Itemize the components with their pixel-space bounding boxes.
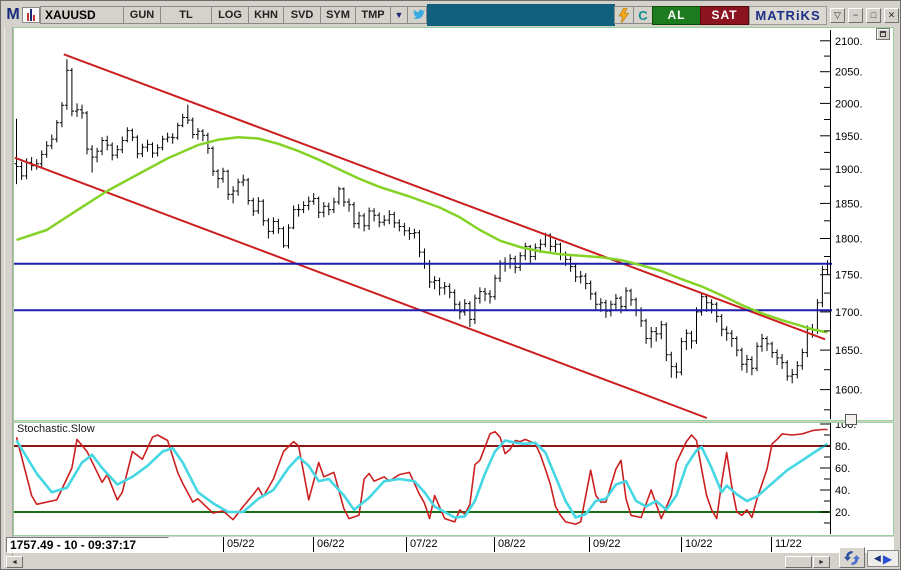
price-chart-canvas[interactable]: 1600. 1650. 1700. 1750. 1800. 1850. 1900. 1950.…	[14, 28, 893, 420]
minimize-button[interactable]: −	[848, 7, 863, 23]
svg-text:80.: 80.	[835, 441, 850, 453]
svg-text:2100.: 2100.	[835, 36, 863, 48]
buy-button[interactable]: AL	[652, 5, 701, 25]
svg-text:1950.: 1950.	[835, 131, 863, 143]
x-axis-month-label: 10/22	[685, 538, 713, 550]
left-dock-strip[interactable]	[4, 27, 13, 567]
x-axis-month-tick	[406, 537, 407, 552]
toolbar-button-svd[interactable]: SVD	[283, 6, 321, 24]
indicator-label: Stochastic.Slow	[17, 423, 95, 435]
nav-right-icon[interactable]: ▶	[882, 551, 893, 566]
x-axis-month-tick	[223, 537, 224, 552]
x-axis-month-label: 11/22	[775, 538, 802, 550]
x-axis-month-tick	[494, 537, 495, 552]
panel-splitter-handle[interactable]	[845, 414, 857, 425]
sell-button[interactable]: SAT	[700, 5, 749, 25]
matriks-swirl-logo-button[interactable]	[839, 547, 865, 568]
x-axis-month-tick	[313, 537, 314, 552]
window-dropdown-button[interactable]: ▽	[830, 7, 845, 23]
close-button[interactable]: ✕	[884, 7, 899, 23]
lightning-icon[interactable]	[614, 6, 634, 24]
chart-nav-arrows: ◀ ▶	[867, 550, 899, 567]
scrollbar-thumb[interactable]	[785, 556, 812, 568]
toolbar-button-gun[interactable]: GUN	[123, 6, 161, 24]
toolbar-button-tl[interactable]: TL	[160, 6, 212, 24]
stochastic-canvas[interactable]: 20.40.60.80.100.	[14, 419, 893, 535]
x-axis-month-tick	[771, 537, 772, 552]
svg-text:1900.: 1900.	[835, 164, 863, 176]
titlebar-spacer-strip	[427, 4, 615, 26]
price-chart-panel[interactable]: 1600. 1650. 1700. 1750. 1800. 1850. 1900. 1950.…	[13, 27, 894, 421]
x-axis-month-tick	[681, 537, 682, 552]
chevron-down-icon[interactable]: ▼	[390, 6, 408, 24]
x-axis-month-label: 07/22	[410, 538, 438, 550]
svg-text:2050.: 2050.	[835, 67, 863, 79]
svg-text:1700.: 1700.	[835, 307, 863, 319]
panel-maximize-button[interactable]	[876, 28, 890, 40]
svg-text:20.: 20.	[835, 507, 850, 519]
toolbar-button-tmp[interactable]: TMP	[355, 6, 391, 24]
scrollbar-right-arrow[interactable]: ►	[813, 556, 830, 568]
x-axis-month-tick	[589, 537, 590, 552]
x-axis-date-bar: 05/22 06/22 07/22 08/22 09/22 10/22 11/22	[13, 537, 894, 553]
app-logo-m: M	[6, 6, 20, 23]
refresh-icon[interactable]: C	[633, 6, 653, 24]
svg-text:1650.: 1650.	[835, 345, 863, 357]
stochastic-panel[interactable]: Stochastic.Slow 20. 40. 60. 80. 100.	[13, 419, 894, 536]
svg-text:1800.: 1800.	[835, 234, 863, 246]
svg-text:1750.: 1750.	[835, 270, 863, 282]
svg-text:2000.: 2000.	[835, 98, 863, 110]
swirl-icon	[844, 550, 860, 565]
x-axis-month-label: 05/22	[227, 538, 255, 550]
x-axis-month-label: 08/22	[498, 538, 526, 550]
toolbar-button-sym[interactable]: SYM	[320, 6, 356, 24]
symbol-field[interactable]: XAUUSD	[40, 6, 124, 24]
toolbar-button-khn[interactable]: KHN	[248, 6, 284, 24]
x-axis-month-label: 06/22	[317, 538, 345, 550]
nav-left-icon[interactable]: ◀	[873, 553, 881, 563]
x-axis-month-label: 09/22	[593, 538, 621, 550]
svg-text:60.: 60.	[835, 463, 850, 475]
svg-text:40.: 40.	[835, 485, 850, 497]
twitter-icon[interactable]	[407, 6, 427, 24]
scrollbar-left-arrow[interactable]: ◄	[6, 556, 23, 568]
maximize-button[interactable]: □	[866, 7, 881, 23]
titlebar: M XAUUSD GUN TL LOG KHN SVD SYM TMP ▼ C …	[4, 4, 899, 26]
svg-text:1600.: 1600.	[835, 385, 863, 397]
candlestick-chart-icon[interactable]	[22, 7, 40, 23]
svg-text:1850.: 1850.	[835, 198, 863, 210]
brand-logo: MATRiKS	[749, 5, 827, 25]
toolbar-button-log[interactable]: LOG	[211, 6, 249, 24]
quote-status-box: 1757.49 - 10 - 09:37:17	[6, 537, 169, 553]
